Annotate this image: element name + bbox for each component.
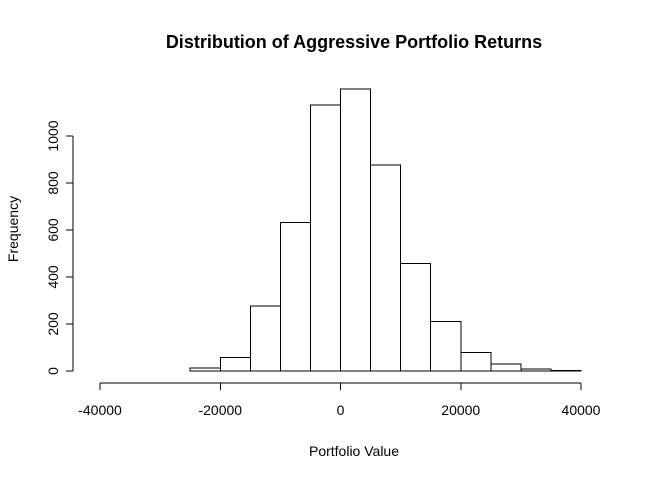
x-axis-label: Portfolio Value bbox=[309, 443, 399, 459]
y-tick-label: 200 bbox=[45, 312, 61, 336]
histogram-bar-4 bbox=[219, 356, 251, 372]
histogram-bar-3 bbox=[189, 367, 221, 372]
y-tick-label: 600 bbox=[45, 218, 61, 242]
x-tick-label: -40000 bbox=[78, 402, 122, 418]
histogram-bar-5 bbox=[249, 305, 281, 372]
chart-title: Distribution of Aggressive Portfolio Ret… bbox=[166, 32, 542, 52]
histogram-bar-9 bbox=[370, 164, 402, 372]
histogram-bar-7 bbox=[309, 104, 341, 372]
y-tick-label: 0 bbox=[45, 367, 61, 375]
x-tick-label: -20000 bbox=[198, 402, 242, 418]
y-axis-label: Frequency bbox=[5, 196, 21, 262]
x-tick-label: 20000 bbox=[441, 402, 480, 418]
histogram-bar-13 bbox=[490, 363, 522, 372]
histogram-bar-8 bbox=[340, 88, 372, 372]
histogram-bar-14 bbox=[520, 368, 552, 372]
y-tick-label: 800 bbox=[45, 171, 61, 195]
y-tick-label: 400 bbox=[45, 265, 61, 289]
x-axis: -40000 -20000 0 20000 40000 bbox=[78, 382, 601, 418]
x-tick-label: 0 bbox=[337, 402, 345, 418]
histogram-bar-6 bbox=[279, 221, 311, 372]
histogram-bar-10 bbox=[400, 262, 432, 372]
x-tick-label: 40000 bbox=[562, 402, 601, 418]
y-axis: 0 200 400 600 800 1000 bbox=[45, 120, 74, 375]
histogram-bar-12 bbox=[460, 352, 492, 372]
histogram-bar-15 bbox=[550, 369, 582, 372]
histogram-bar-11 bbox=[430, 321, 462, 372]
y-tick-label: 1000 bbox=[45, 120, 61, 151]
bars-group bbox=[189, 88, 582, 372]
